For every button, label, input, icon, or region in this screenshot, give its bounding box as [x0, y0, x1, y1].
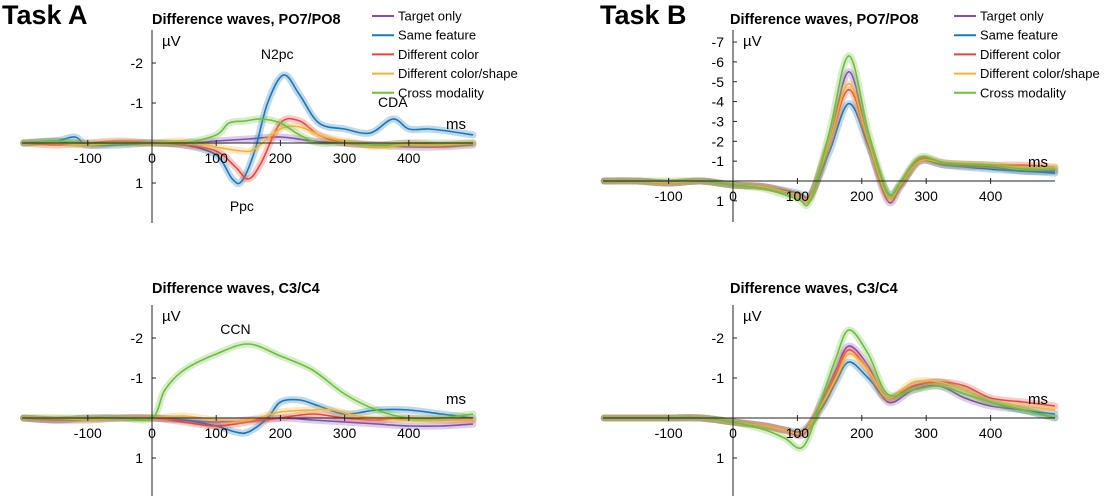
panel-4-xtick-label-1: 0 — [729, 425, 737, 441]
panel-3-xtick-label-3: 200 — [850, 188, 874, 204]
panel-3-ytick-label-3: -4 — [712, 94, 725, 110]
panel-2-ytick-label-1: -1 — [131, 370, 144, 386]
panel-2-xtick-label-5: 400 — [397, 425, 421, 441]
panel-3-ytick-label-6: -1 — [712, 153, 725, 169]
panel-1-ylabel: µV — [162, 33, 181, 50]
task-b-label: Task B — [600, 0, 687, 30]
panel-4-ytick-label-2: 1 — [716, 450, 724, 466]
panel-1-title: Difference waves, PO7/PO8 — [152, 12, 341, 28]
panel-3-legend-label-different-color: Different color — [980, 47, 1061, 62]
panel-4-ytick-label-1: -1 — [712, 370, 725, 386]
panel-1-series — [20, 71, 477, 188]
panel-3-xtick-label-5: 400 — [979, 188, 1003, 204]
panel-1-annotation-ppc: Ppc — [230, 198, 254, 214]
panel-4-xlabel: ms — [1028, 391, 1048, 408]
panel-4-xtick-label-3: 200 — [850, 425, 874, 441]
panel-1-xtick-label-2: 100 — [205, 150, 229, 166]
panel-2-xtick-label-1: 0 — [148, 425, 156, 441]
panel-2-series — [20, 340, 477, 437]
panel-3-legend-label-target-only: Target only — [980, 9, 1044, 24]
panel-2-ytick-label-2: 1 — [135, 450, 143, 466]
chart-panels: Difference waves, PO7/PO8-100 0 100 200 300 4… — [20, 9, 1100, 496]
panel-3-xtick-label-4: 300 — [915, 188, 939, 204]
panel-3-ytick-label-5: -2 — [712, 133, 725, 149]
panel-3-legend-label-cross-modality: Cross modality — [980, 85, 1066, 100]
panel-1-legend-label-target-only: Target only — [398, 9, 462, 24]
panel-1-legend-label-different-color-shape: Different color/shape — [398, 66, 518, 81]
panel-3: Difference waves, PO7/PO8 -100 0 100 200 300 4… — [600, 9, 1100, 222]
panel-1-xtick-label-1: 0 — [148, 150, 156, 166]
panel-3-ytick-label-1: -6 — [712, 54, 725, 70]
panel-4-xtick-label-2: 100 — [786, 425, 810, 441]
panel-3-ytick-label-7: 1 — [716, 193, 724, 209]
panel-4-ytick-label-0: -2 — [712, 330, 725, 346]
panel-1-ytick-label-1: -1 — [131, 95, 144, 111]
panel-3-ytick-label-2: -5 — [712, 74, 725, 90]
panel-4-xtick-label-0: -100 — [655, 425, 683, 441]
panel-3-ytick-label-4: -3 — [712, 113, 725, 129]
panel-1-legend-label-same-feature: Same feature — [398, 28, 476, 43]
panel-1-annotation-n2pc: N2pc — [261, 46, 294, 62]
panel-2-xlabel: ms — [446, 391, 466, 408]
panel-1-xlabel: ms — [446, 116, 466, 133]
panel-2-title: Difference waves, C3/C4 — [152, 281, 320, 297]
panel-1-xtick-label-4: 300 — [333, 150, 357, 166]
panel-2-annotation-ccn: CCN — [220, 321, 250, 337]
panel-1-legend-label-different-color: Different color — [398, 47, 479, 62]
panel-1-legend: Target only Same feature Different color Di… — [372, 9, 518, 100]
panel-1-xtick-label-5: 400 — [397, 150, 421, 166]
panel-1-ytick-label-0: -2 — [131, 55, 144, 71]
panel-1-line-same-feature — [23, 74, 474, 185]
panel-3-ylabel: µV — [743, 33, 762, 50]
panel-3-xtick-label-1: 0 — [729, 188, 737, 204]
panel-4-xtick-label-5: 400 — [979, 425, 1003, 441]
panel-4-title: Difference waves, C3/C4 — [730, 281, 898, 297]
panel-3-xtick-label-0: -100 — [655, 188, 683, 204]
panel-1-ytick-label-2: 1 — [135, 175, 143, 191]
panel-3-legend-label-different-color-shape: Different color/shape — [980, 66, 1100, 81]
panel-3-xlabel: ms — [1028, 154, 1048, 171]
panel-3-ytick-label-0: -7 — [712, 34, 725, 50]
panel-2: Difference waves, C3/C4 -100 0 100 200 300 400… — [20, 281, 477, 496]
panel-2-xtick-label-0: -100 — [74, 425, 102, 441]
panel-1: Difference waves, PO7/PO8 -100 0 100 200 300 4… — [20, 9, 518, 223]
task-a-label: Task A — [2, 0, 88, 30]
panel-4: Difference waves, C3/C4 -100 0 100 200 300 400… — [600, 281, 1059, 496]
panel-2-xtick-label-4: 300 — [333, 425, 357, 441]
panel-1-legend-label-cross-modality: Cross modality — [398, 85, 484, 100]
panel-2-line-different-color-shape — [23, 408, 473, 422]
panel-3-legend-label-same-feature: Same feature — [980, 28, 1058, 43]
panel-1-annotation-cda: CDA — [378, 94, 408, 110]
panel-2-ytick-label-0: -2 — [131, 330, 144, 346]
panel-2-xtick-label-3: 200 — [269, 425, 293, 441]
panel-3-legend: Target only Same feature Different color Di… — [954, 9, 1100, 100]
panel-3-title: Difference waves, PO7/PO8 — [730, 12, 919, 28]
panel-4-xtick-label-4: 300 — [915, 425, 939, 441]
panel-4-ylabel: µV — [743, 308, 762, 325]
panel-3-xtick-label-2: 100 — [786, 188, 810, 204]
panel-1-xtick-label-3: 200 — [269, 150, 293, 166]
panel-2-ylabel: µV — [162, 308, 181, 325]
panel-1-xtick-label-0: -100 — [74, 150, 102, 166]
panel-2-xtick-label-2: 100 — [205, 425, 229, 441]
